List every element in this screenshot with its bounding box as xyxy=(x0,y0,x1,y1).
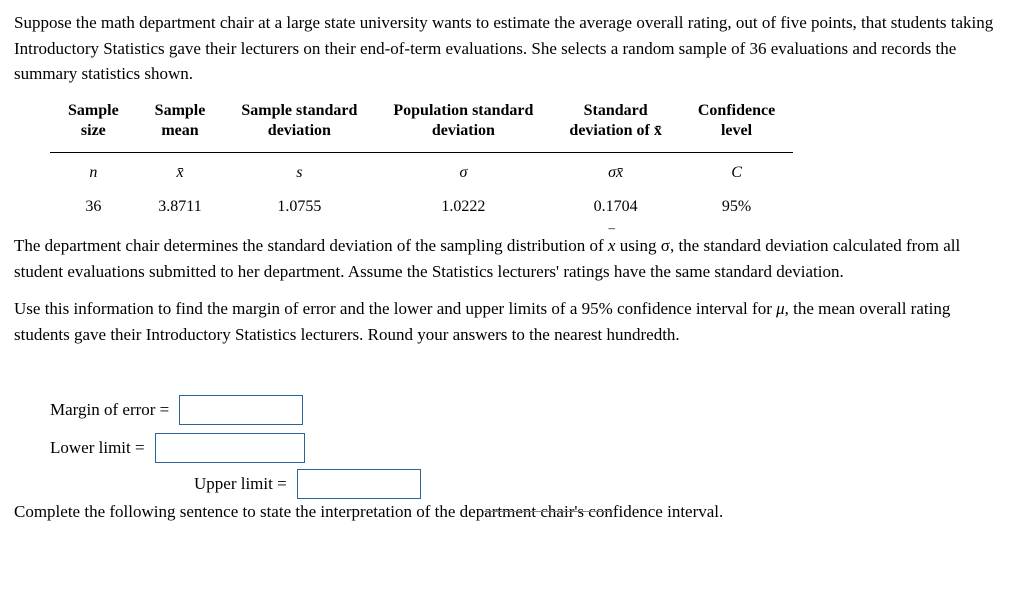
symbol-c: C xyxy=(680,153,793,188)
margin-of-error-row: Margin of error = xyxy=(50,395,1010,425)
para-2: The department chair determines the stan… xyxy=(14,233,1010,284)
value-s: 1.0755 xyxy=(223,187,375,221)
lower-limit-input[interactable] xyxy=(155,433,305,463)
value-sigma-xbar: 0.1704 xyxy=(551,187,679,221)
col-header-sample-sd: Sample standarddeviation xyxy=(223,99,375,153)
symbol-sigma: σ xyxy=(375,153,551,188)
upper-limit-label: Upper limit = xyxy=(194,471,287,497)
margin-of-error-input[interactable] xyxy=(179,395,303,425)
value-c: 95% xyxy=(680,187,793,221)
symbol-s: s xyxy=(223,153,375,188)
col-header-pop-sd: Population standarddeviation xyxy=(375,99,551,153)
problem-intro: Suppose the math department chair at a l… xyxy=(14,10,1010,87)
interpretation-sentence: Complete the following sentence to state… xyxy=(14,499,723,525)
value-sigma: 1.0222 xyxy=(375,187,551,221)
lower-limit-row: Lower limit = xyxy=(50,433,1010,463)
summary-stats-table: Samplesize Samplemean Sample standarddev… xyxy=(50,99,793,222)
value-n: 36 xyxy=(50,187,137,221)
upper-and-tail-row: Upper limit = Complete the following sen… xyxy=(14,469,1010,525)
value-xbar: 3.8711 xyxy=(137,187,224,221)
table-symbol-row: n x̄ s σ σx̄ C xyxy=(50,153,793,188)
col-header-mean: Samplemean xyxy=(137,99,224,153)
col-header-size: Samplesize xyxy=(50,99,137,153)
col-header-conf-level: Confidencelevel xyxy=(680,99,793,153)
symbol-n: n xyxy=(50,153,137,188)
col-header-sd-xbar: Standarddeviation of x̄ xyxy=(551,99,679,153)
para-3: Use this information to find the margin … xyxy=(14,296,1010,347)
margin-of-error-label: Margin of error = xyxy=(50,397,169,423)
lower-limit-label: Lower limit = xyxy=(50,435,145,461)
symbol-xbar: x̄ xyxy=(137,153,224,188)
symbol-sigma-xbar: σx̄ xyxy=(551,153,679,188)
table-value-row: 36 3.8711 1.0755 1.0222 0.1704 95% xyxy=(50,187,793,221)
table-header-row: Samplesize Samplemean Sample standarddev… xyxy=(50,99,793,153)
upper-limit-input[interactable] xyxy=(297,469,421,499)
